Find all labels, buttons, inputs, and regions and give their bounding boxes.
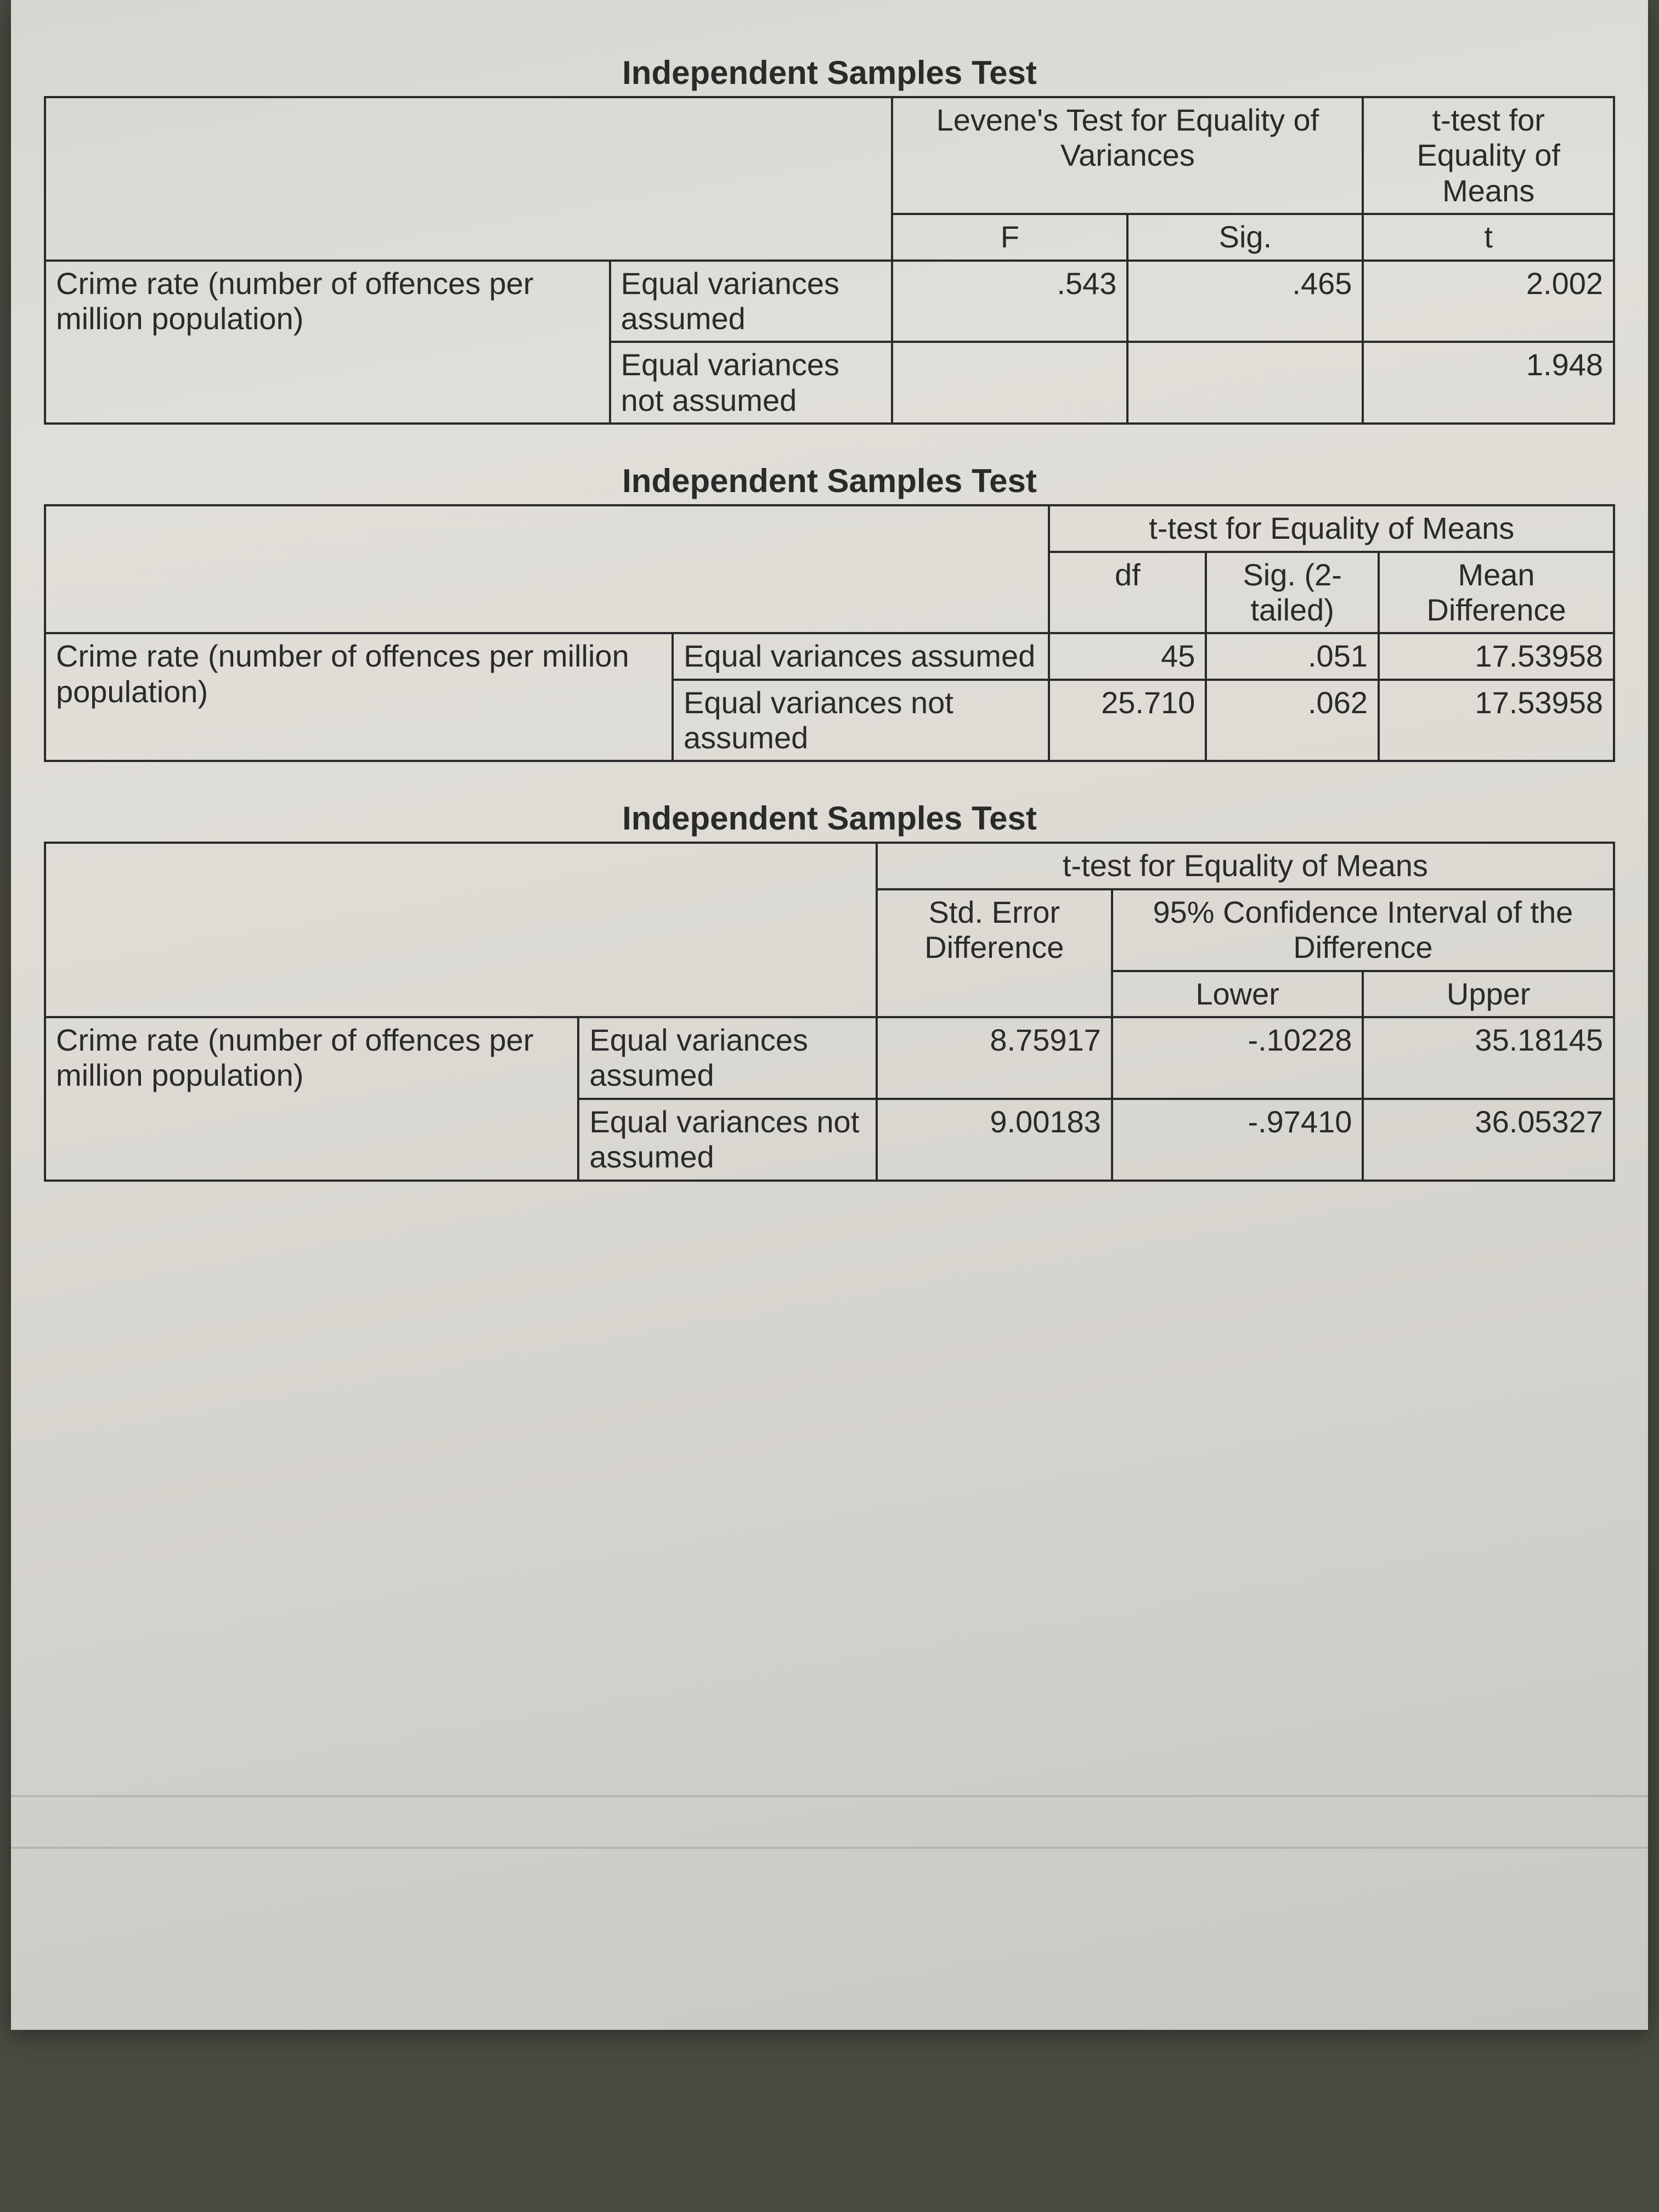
table3-lower-1: -.10228 [1112, 1017, 1363, 1099]
table2-sig2t-2: .062 [1206, 680, 1379, 761]
table3-lower-2: -.97410 [1112, 1099, 1363, 1181]
table1-ttest-header: t-test for Equality of Means [1363, 97, 1614, 214]
table3-title: Independent Samples Test [45, 795, 1614, 843]
table2-row-label: Crime rate (number of offences per milli… [45, 633, 673, 761]
content-area: Independent Samples Test Levene's Test f… [11, 0, 1648, 1182]
table1-row-label: Crime rate (number of offences per milli… [45, 261, 610, 424]
spacer [673, 505, 1049, 551]
table2-col-meandiff: Mean Difference [1379, 552, 1614, 634]
page-footer-band [11, 1795, 1648, 1849]
table1-sig-val: .465 [1127, 261, 1363, 342]
table3-col-stderr: Std. Error Difference [877, 889, 1112, 1017]
table3-assume1: Equal variances assumed [578, 1017, 876, 1099]
spacer [610, 214, 893, 260]
table2-assume1: Equal variances assumed [673, 633, 1049, 679]
table2-df-2: 25.710 [1049, 680, 1206, 761]
table3-upper-1: 35.18145 [1363, 1017, 1614, 1099]
table1-t-val-2: 1.948 [1363, 342, 1614, 424]
table1-col-sig: Sig. [1127, 214, 1363, 260]
independent-samples-test-table-3: Independent Samples Test t-test for Equa… [44, 795, 1615, 1181]
independent-samples-test-table-1: Independent Samples Test Levene's Test f… [44, 49, 1615, 425]
spacer [45, 843, 578, 1017]
spacer [45, 97, 610, 214]
table2-col-sig2t: Sig. (2-tailed) [1206, 552, 1379, 634]
independent-samples-test-table-2: Independent Samples Test t-test for Equa… [44, 458, 1615, 762]
table1-assume1: Equal variances assumed [610, 261, 893, 342]
spacer [45, 552, 673, 634]
table3-assume2: Equal variances not assumed [578, 1099, 876, 1181]
spacer [610, 97, 893, 214]
table2-df-1: 45 [1049, 633, 1206, 679]
table3-stderr-2: 9.00183 [877, 1099, 1112, 1181]
table1-title: Independent Samples Test [45, 49, 1614, 97]
table1-col-f: F [892, 214, 1127, 260]
table1-assume2: Equal variances not assumed [610, 342, 893, 424]
table1-t-val-1: 2.002 [1363, 261, 1614, 342]
table3-upper-2: 36.05327 [1363, 1099, 1614, 1181]
paper-sheet: Independent Samples Test Levene's Test f… [11, 0, 1648, 2030]
table3-col-lower: Lower [1112, 971, 1363, 1017]
table2-col-df: df [1049, 552, 1206, 634]
table3-col-upper: Upper [1363, 971, 1614, 1017]
table3-stderr-1: 8.75917 [877, 1017, 1112, 1099]
table3-row-label: Crime rate (number of offences per milli… [45, 1017, 578, 1181]
spacer [45, 214, 610, 260]
table2-title: Independent Samples Test [45, 458, 1614, 505]
table3-ttest-header: t-test for Equality of Means [877, 843, 1614, 889]
blank [1127, 342, 1363, 424]
table1-col-t: t [1363, 214, 1614, 260]
spacer [673, 552, 1049, 634]
table1-f-val: .543 [892, 261, 1127, 342]
table2-assume2: Equal variances not assumed [673, 680, 1049, 761]
spacer [45, 505, 673, 551]
table1-levene-header: Levene's Test for Equality of Variances [892, 97, 1363, 214]
blank [892, 342, 1127, 424]
table2-meandiff-2: 17.53958 [1379, 680, 1614, 761]
spacer [578, 843, 876, 1017]
table2-ttest-header: t-test for Equality of Means [1049, 505, 1614, 551]
table2-meandiff-1: 17.53958 [1379, 633, 1614, 679]
table2-sig2t-1: .051 [1206, 633, 1379, 679]
table3-col-ci: 95% Confidence Interval of the Differenc… [1112, 889, 1614, 971]
